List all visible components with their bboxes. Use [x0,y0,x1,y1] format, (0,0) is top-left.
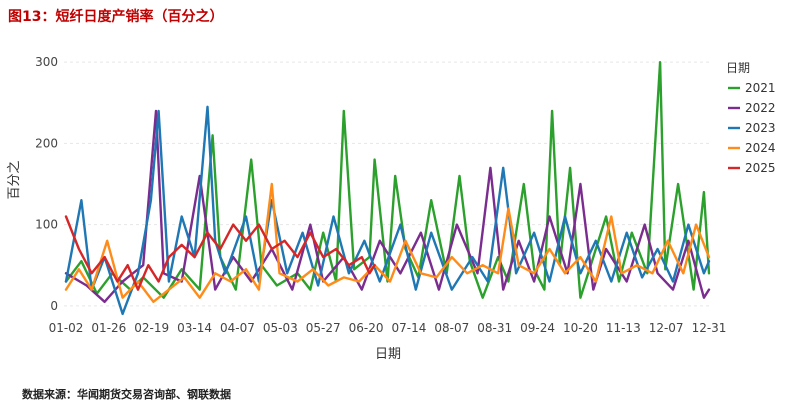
y-tick-label: 300 [35,55,58,69]
legend-label: 2025 [745,161,776,175]
x-axis-ticks: 01-02 01-26 02-19 03-14 04-07 05-03 05-27 06-20… [49,321,727,335]
y-axis-label: 百分之 [7,160,22,199]
x-tick-label: 03-14 [177,321,212,335]
y-tick-label: 100 [35,218,58,232]
legend-title: 日期 [726,61,750,75]
x-axis-label: 日期 [375,347,401,362]
y-axis-ticks: 0 100 200 300 [35,55,58,313]
legend-label: 2021 [745,81,776,95]
x-tick-label: 04-07 [220,321,255,335]
source-note: 数据来源：华闻期货交易咨询部、钢联数据 [22,388,231,401]
x-tick-label: 12-07 [649,321,684,335]
x-tick-label: 09-24 [520,321,555,335]
x-tick-label: 12-31 [692,321,727,335]
y-tick-label: 200 [35,136,58,150]
x-tick-label: 10-20 [563,321,598,335]
x-tick-label: 01-02 [49,321,84,335]
grid [64,61,712,307]
series-line-2024 [64,182,711,303]
x-tick-label: 08-07 [434,321,469,335]
chart-title: 图13：短纤日度产销率（百分之） [8,9,224,25]
series-line-2025 [64,215,376,291]
x-tick-label: 05-03 [263,321,298,335]
x-tick-label: 07-14 [391,321,426,335]
x-tick-label: 06-20 [349,321,384,335]
legend-label: 2023 [745,121,776,135]
x-tick-label: 08-31 [477,321,512,335]
x-tick-label: 05-27 [306,321,341,335]
legend: 日期 2021 2022 2023 2024 2025 [726,61,776,175]
x-tick-label: 01-26 [91,321,126,335]
series-lines [64,61,711,316]
x-tick-label: 11-13 [606,321,641,335]
x-tick-label: 02-19 [134,321,169,335]
series-line-2023 [64,105,711,316]
series-line-2021 [64,61,711,299]
y-tick-label: 0 [50,299,58,313]
legend-label: 2022 [745,101,776,115]
legend-label: 2024 [745,141,776,155]
